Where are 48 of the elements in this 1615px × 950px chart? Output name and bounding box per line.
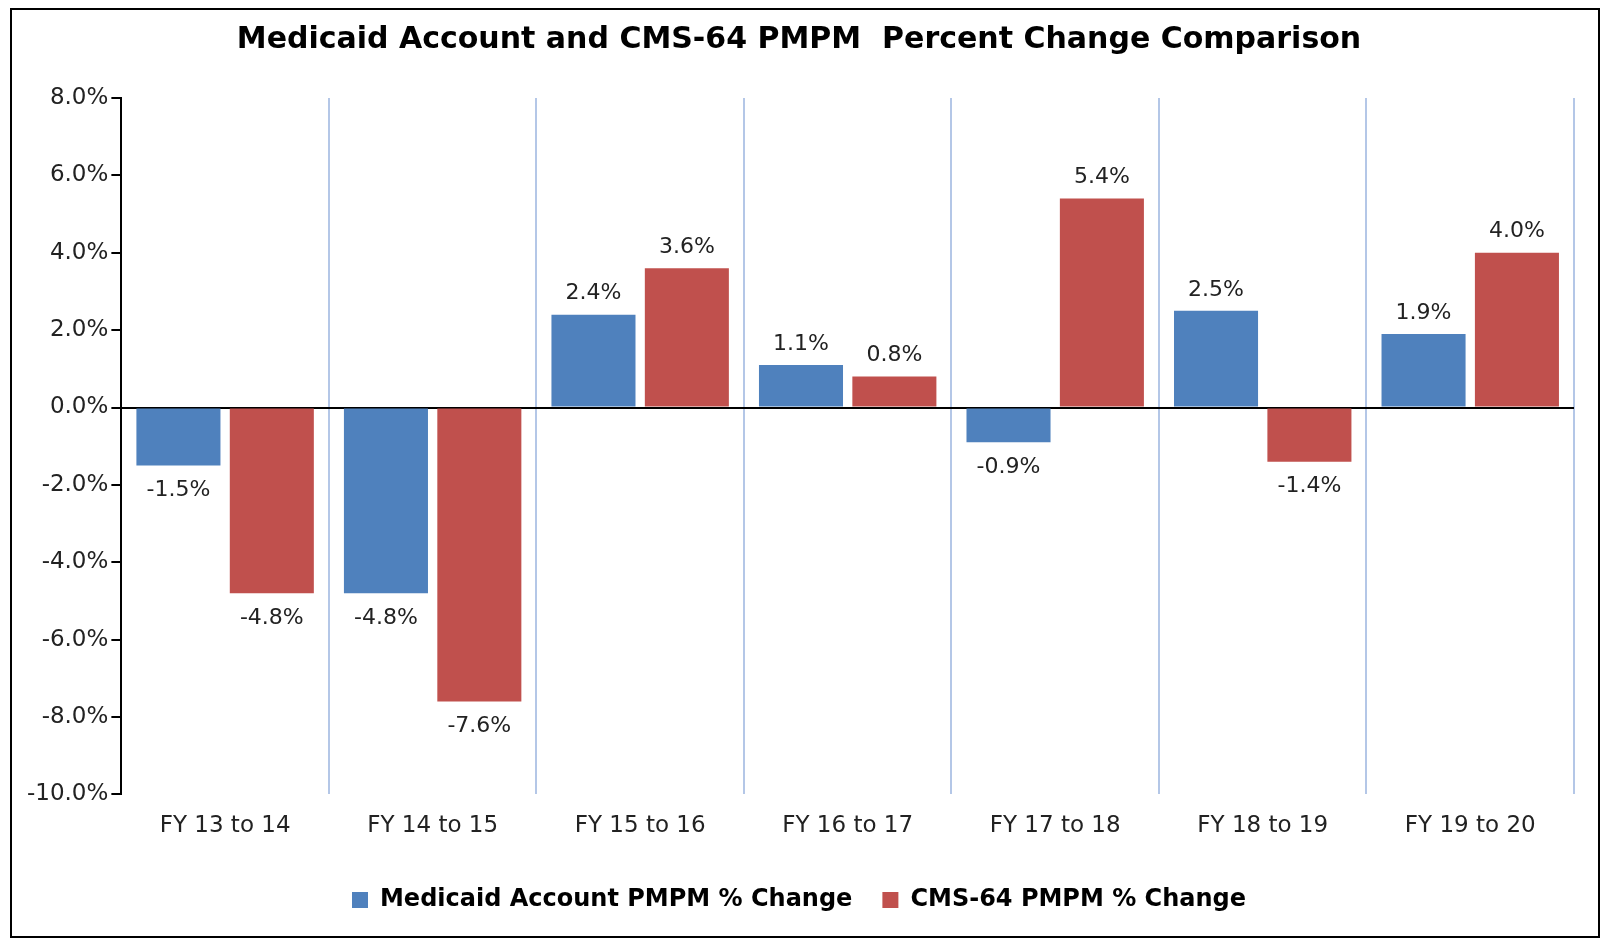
bar <box>966 408 1051 443</box>
y-tick-label: 8.0% <box>49 82 109 109</box>
data-label: 2.5% <box>1188 275 1244 301</box>
bar <box>1381 334 1466 407</box>
y-tick-label: 4.0% <box>49 237 109 264</box>
y-tick-label: 6.0% <box>49 160 109 187</box>
data-label: 5.4% <box>1073 163 1130 189</box>
data-label: -1.4% <box>1277 472 1342 498</box>
x-tick-label: FY 17 to 18 <box>989 811 1121 838</box>
bar <box>1267 408 1352 462</box>
data-label: 2.4% <box>565 279 622 305</box>
data-label: 0.8% <box>866 341 923 367</box>
legend-label: CMS-64 PMPM % Change <box>910 884 1247 913</box>
y-tick-label: 0.0% <box>49 392 109 419</box>
data-label: -1.5% <box>146 476 211 502</box>
bar <box>229 408 314 594</box>
bar <box>1174 310 1259 407</box>
data-label: 3.6% <box>658 232 715 258</box>
bar <box>1474 252 1559 407</box>
y-tick-label: 2.0% <box>49 315 109 342</box>
data-label: -0.9% <box>976 453 1041 479</box>
legend-label: Medicaid Account PMPM % Change <box>379 884 853 913</box>
y-tick-label: -6.0% <box>41 624 109 651</box>
data-label: 1.1% <box>773 329 829 355</box>
data-label: -4.8% <box>239 603 304 629</box>
y-tick-label: -8.0% <box>41 701 109 728</box>
x-tick-label: FY 13 to 14 <box>159 811 291 838</box>
bar <box>1059 198 1144 407</box>
chart-title: Medicaid Account and CMS-64 PMPM Percent Change Comparison <box>236 19 1362 55</box>
bar <box>343 408 428 594</box>
bar <box>136 408 221 466</box>
x-tick-label: FY 18 to 19 <box>1197 811 1329 838</box>
data-label: -7.6% <box>447 712 512 738</box>
x-tick-label: FY 14 to 15 <box>367 811 499 838</box>
x-tick-label: FY 19 to 20 <box>1404 811 1536 838</box>
bar <box>758 364 844 407</box>
y-tick-label: -4.0% <box>41 547 109 574</box>
x-tick-label: FY 15 to 16 <box>574 811 706 838</box>
bar <box>644 268 729 407</box>
data-label: -4.8% <box>354 603 418 629</box>
bar <box>852 376 937 407</box>
y-tick-label: -10.0% <box>26 779 109 806</box>
data-label: 4.0% <box>1488 217 1545 243</box>
data-label: 1.9% <box>1395 298 1452 324</box>
bar <box>437 408 522 702</box>
x-tick-label: FY 16 to 17 <box>782 811 914 838</box>
y-tick-label: -2.0% <box>41 469 109 496</box>
bar <box>551 314 636 407</box>
